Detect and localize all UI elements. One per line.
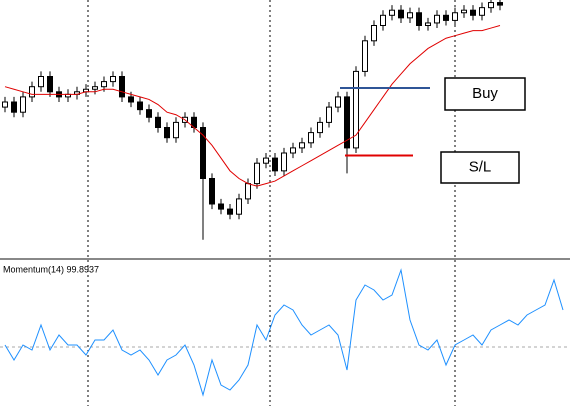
candle-body (146, 109, 152, 118)
price-panel (2, 0, 503, 240)
candle-body (317, 121, 323, 134)
level-label-box (440, 151, 520, 184)
candle-body (164, 127, 170, 139)
candle-body (227, 208, 233, 215)
candle-body (461, 9, 467, 14)
candle-body (497, 2, 503, 6)
candle-body (308, 132, 314, 144)
candle-body (101, 81, 107, 88)
candle-body (389, 9, 395, 16)
candle-body (11, 101, 17, 113)
candle-body (407, 12, 413, 19)
candle-body (416, 12, 422, 26)
momentum-panel (0, 268, 570, 397)
candle-body (479, 7, 485, 16)
candle-body (155, 116, 161, 129)
candle-body (200, 127, 206, 179)
moving-average (4, 25, 501, 187)
candle-body (398, 9, 404, 19)
candle-body (2, 101, 8, 108)
candle-body (272, 157, 278, 172)
candle-body (209, 178, 215, 205)
candle-body (254, 162, 260, 185)
candle-body (353, 70, 359, 149)
candle-body (335, 96, 341, 108)
candle-body (371, 25, 377, 42)
momentum-line (4, 268, 564, 397)
level-label-box (444, 77, 526, 111)
candle-body (326, 106, 332, 123)
indicator-title: Momentum(14) 99.8937 (3, 264, 99, 274)
candle-body (128, 96, 134, 103)
candle-body (452, 12, 458, 21)
candle-body (38, 76, 44, 88)
candle-body (281, 152, 287, 172)
candle-body (110, 76, 116, 83)
candle-body (173, 121, 179, 139)
candle-body (443, 14, 449, 21)
candle-body (119, 76, 125, 98)
candle-body (488, 2, 494, 9)
candle-body (236, 198, 242, 215)
candle-body (362, 40, 368, 72)
level-label: Buy (472, 85, 498, 102)
candle-body (245, 183, 251, 200)
candle-body (20, 96, 26, 113)
candle-body (29, 86, 35, 98)
candle-body (470, 9, 476, 16)
candle-body (290, 147, 296, 154)
candle-body (47, 76, 53, 93)
candle-body (263, 157, 269, 164)
candle-body (92, 86, 98, 90)
candle-body (218, 203, 224, 210)
candle-body (137, 101, 143, 111)
candle-body (344, 96, 350, 149)
level-label: S/L (469, 158, 492, 175)
candle-body (299, 142, 305, 149)
candle-body (425, 22, 431, 27)
candle-body (380, 14, 386, 26)
candle-body (434, 14, 440, 24)
